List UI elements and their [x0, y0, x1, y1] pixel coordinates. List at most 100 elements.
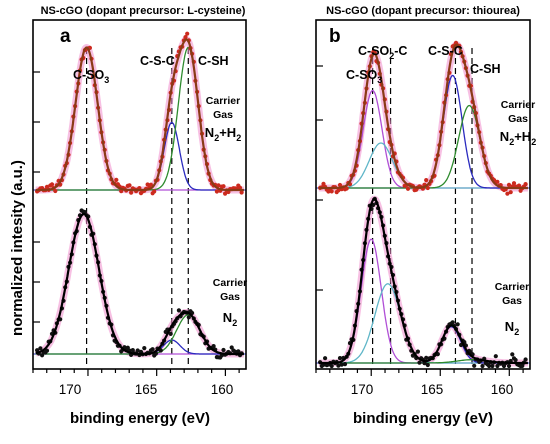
data-point-bottom [424, 355, 429, 360]
data-point-bottom [342, 362, 348, 367]
data-point-bottom [221, 347, 226, 353]
data-point-top [49, 182, 55, 187]
panel-a-xtick-160: 160 [211, 382, 234, 397]
data-point-bottom [329, 363, 334, 369]
panel-a-bottom-gas-line1: Carrier [213, 277, 247, 289]
data-point-bottom [186, 315, 191, 320]
panel-b-xtick-170: 170 [351, 382, 374, 397]
panel-b-plot [315, 40, 531, 376]
panel-a-bottom-gas: N2 [223, 310, 237, 328]
data-point-top [145, 182, 150, 187]
y-axis-label: normalized intesity (a.u.) [9, 160, 26, 336]
panel-b: NS-cGO (dopant precursor: thiourea) b C-… [315, 5, 536, 427]
data-point-top [424, 178, 429, 183]
data-point-bottom [44, 348, 50, 353]
data-point-top [127, 183, 132, 188]
panel-b-title: NS-cGO (dopant precursor: thiourea) [326, 5, 520, 17]
data-point-bottom [480, 363, 485, 369]
panel-b-bottom-gas-line1: Carrier [495, 281, 529, 293]
data-point-top [237, 185, 243, 190]
data-point-bottom [135, 348, 140, 353]
panel-a-peak-csc: C-S-C [140, 54, 175, 68]
data-point-top [505, 191, 510, 196]
data-point-top [425, 185, 430, 191]
data-point-bottom [236, 349, 241, 354]
panel-b-xtick-165: 165 [421, 382, 444, 397]
data-point-bottom [35, 348, 40, 353]
panel-a-peak-cso3: C-SO3 [73, 68, 109, 85]
data-point-top [506, 182, 512, 187]
data-point-top [148, 182, 153, 187]
data-point-bottom [493, 354, 498, 359]
data-point-bottom [472, 363, 477, 368]
panel-b-bottom-gas-line2: Gas [502, 295, 522, 307]
fit-curve-top [35, 38, 245, 192]
data-point-bottom [513, 357, 518, 363]
data-point-bottom [506, 363, 512, 369]
panel-a-xtick-170: 170 [59, 382, 82, 397]
panel-b-frame [315, 19, 531, 370]
data-point-bottom [150, 347, 155, 352]
data-point-bottom [425, 362, 430, 368]
data-point-bottom [339, 362, 344, 367]
data-point-bottom [490, 363, 495, 369]
data-point-top [221, 184, 226, 189]
panel-a-peak-csh: C-SH [198, 54, 229, 68]
panel-b-xtick-160: 160 [491, 382, 514, 397]
data-point-bottom [520, 363, 525, 368]
data-point-top [114, 177, 119, 182]
data-point-top [53, 188, 58, 194]
panel-a-top-gas: N2+H2 [205, 125, 241, 143]
panel-a-label: a [60, 26, 71, 47]
data-point-bottom [523, 357, 528, 362]
data-point-bottom [323, 356, 328, 361]
data-point-top [336, 188, 341, 193]
data-point-top [216, 183, 221, 188]
panel-a-top-gas-line2: Gas [213, 109, 233, 121]
data-point-top [405, 186, 411, 191]
panel-a-x-axis-label: binding energy (eV) [70, 410, 210, 427]
data-point-bottom [142, 346, 147, 351]
data-point-top [185, 31, 190, 36]
panel-a-bottom-gas-line2: Gas [220, 291, 240, 303]
data-point-bottom [336, 363, 341, 368]
data-point-bottom [495, 363, 500, 369]
data-point-bottom [176, 308, 181, 313]
panel-b-top-gas: N2+H2 [500, 129, 536, 147]
data-point-top [239, 190, 244, 195]
data-point-bottom [158, 348, 163, 353]
panel-a-title: NS-cGO (dopant precursor: L-cysteine) [41, 5, 246, 17]
panel-a-frame [32, 19, 247, 370]
data-point-bottom [510, 352, 515, 357]
panel-a-plot [32, 31, 247, 376]
component-c-s-c-top [318, 74, 528, 189]
data-point-top [329, 189, 334, 194]
panel-b-x-axis-label: binding energy (eV) [353, 410, 493, 427]
data-point-top [183, 35, 188, 40]
data-point-bottom [417, 360, 422, 365]
panel-b-top-gas-line1: Carrier [501, 99, 535, 111]
panel-b-bottom-gas: N2 [505, 319, 519, 337]
data-point-top [214, 189, 219, 194]
data-point-bottom [130, 348, 135, 353]
data-point-bottom [38, 346, 43, 351]
panel-b-peak-csc: C-S-C [428, 44, 463, 58]
data-point-top [508, 190, 513, 195]
data-point-top [523, 182, 528, 187]
data-point-bottom [487, 363, 492, 369]
data-point-top [337, 182, 343, 188]
data-point-top [152, 189, 157, 194]
data-point-top [344, 186, 349, 191]
data-point-top [511, 181, 517, 186]
data-point-bottom [337, 356, 343, 361]
data-point-bottom [168, 331, 173, 336]
fit-curve-bottom [35, 212, 245, 356]
panel-a-xtick-165: 165 [135, 382, 158, 397]
data-point-top [223, 191, 228, 196]
panel-b-peak-csh: C-SH [470, 62, 501, 76]
data-point-top [129, 190, 134, 195]
panel-b-top-gas-line2: Gas [508, 113, 528, 125]
panel-a-top-gas-line1: Carrier [206, 95, 240, 107]
panel-b-peak-cso2c: C-SO2-C [358, 44, 407, 61]
